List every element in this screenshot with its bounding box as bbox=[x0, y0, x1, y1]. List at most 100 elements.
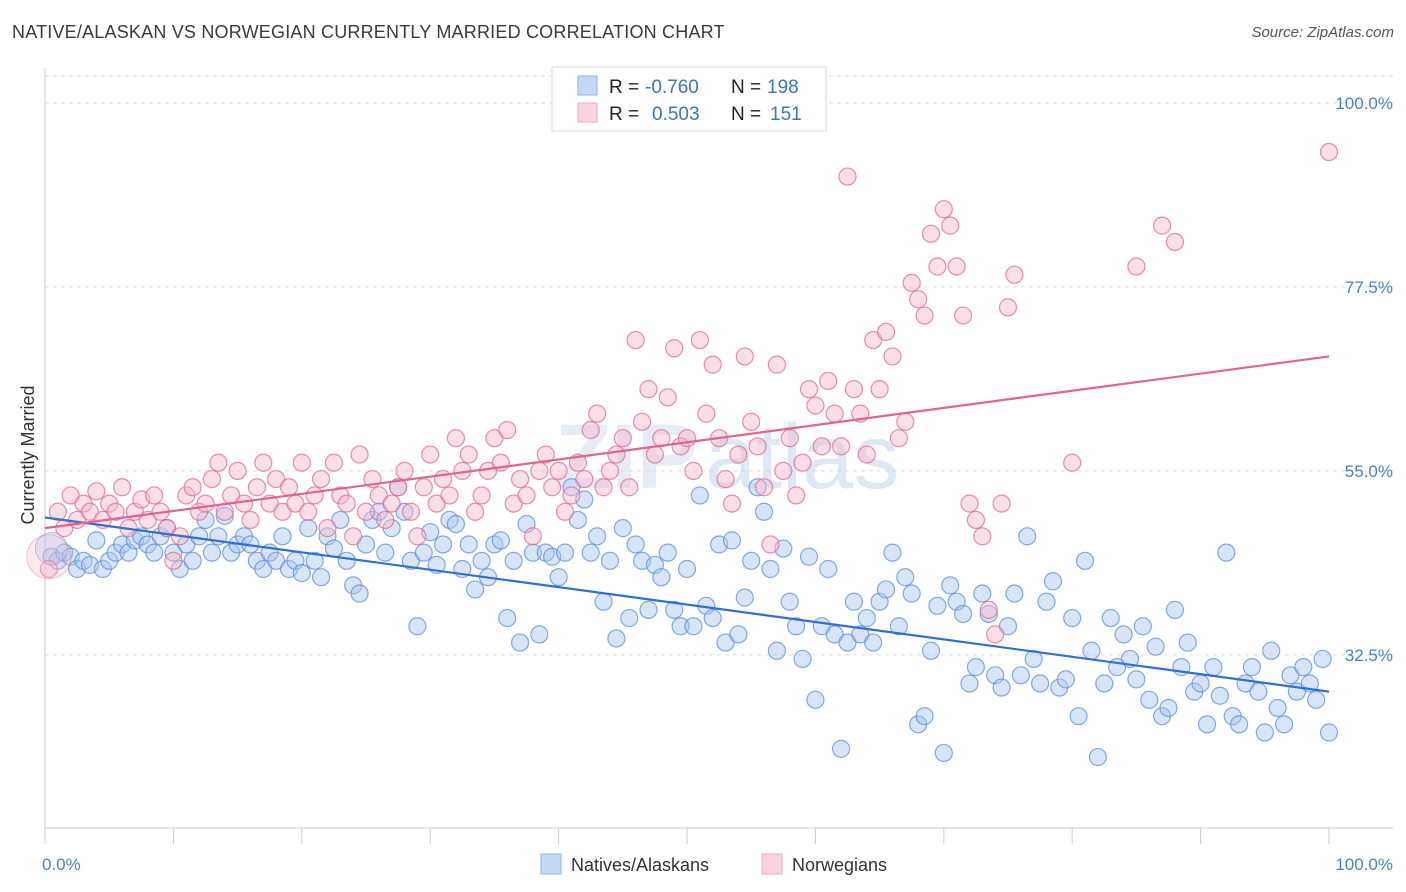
point-natives-170 bbox=[1133, 617, 1152, 636]
point-natives-55 bbox=[395, 502, 414, 521]
point-natives-154 bbox=[1030, 674, 1050, 693]
point-natives-145 bbox=[973, 584, 992, 603]
point-natives-130 bbox=[876, 580, 896, 599]
point-norwegians-88 bbox=[607, 445, 626, 464]
point-norwegians-155 bbox=[1319, 142, 1339, 162]
point-natives-91 bbox=[626, 535, 645, 554]
point-natives-124 bbox=[838, 633, 857, 652]
point-natives-174 bbox=[1159, 698, 1178, 718]
point-natives-139 bbox=[934, 743, 953, 763]
y-tick-label-2: 77.5% bbox=[1345, 278, 1393, 297]
point-natives-112 bbox=[761, 559, 780, 579]
point-natives-105 bbox=[716, 633, 735, 652]
point-norwegians-111 bbox=[754, 478, 774, 497]
point-norwegians-37 bbox=[279, 478, 299, 497]
point-norwegians-79 bbox=[549, 461, 568, 480]
point-norwegians-54 bbox=[389, 478, 408, 497]
point-norwegians-49 bbox=[356, 502, 376, 521]
legend-r-label-2: R = bbox=[609, 104, 639, 125]
point-norwegians-56 bbox=[401, 502, 421, 521]
point-natives-149 bbox=[998, 617, 1018, 636]
point-natives-128 bbox=[864, 633, 883, 652]
point-natives-40 bbox=[299, 519, 318, 538]
bottom-legend-norwegians: Norwegians bbox=[792, 855, 887, 875]
point-norwegians-73 bbox=[510, 469, 530, 489]
point-norwegians-36 bbox=[273, 502, 292, 521]
point-natives-156 bbox=[1043, 572, 1063, 591]
y-axis-label: Currently Married bbox=[18, 385, 38, 524]
point-norwegians-75 bbox=[523, 527, 543, 546]
point-natives-48 bbox=[350, 584, 369, 603]
point-natives-153 bbox=[1024, 649, 1043, 669]
point-natives-46 bbox=[337, 551, 356, 570]
point-norwegians-72 bbox=[504, 494, 523, 513]
point-natives-27 bbox=[215, 506, 234, 525]
point-natives-103 bbox=[703, 608, 722, 628]
point-natives-163 bbox=[1088, 747, 1107, 767]
point-natives-137 bbox=[921, 641, 941, 660]
trend-lines bbox=[44, 355, 1330, 693]
point-natives-140 bbox=[941, 576, 960, 595]
point-natives-159 bbox=[1063, 608, 1082, 628]
point-natives-23 bbox=[189, 527, 209, 546]
legend-n-label-1: N = bbox=[731, 77, 761, 98]
point-natives-188 bbox=[1249, 682, 1268, 701]
point-natives-96 bbox=[658, 543, 677, 562]
point-natives-151 bbox=[1011, 666, 1030, 685]
x-tick-label-0: 0.0% bbox=[42, 855, 81, 874]
point-natives-90 bbox=[620, 608, 639, 628]
point-norwegians-154 bbox=[1165, 232, 1185, 252]
point-natives-125 bbox=[844, 592, 864, 611]
point-natives-171 bbox=[1140, 690, 1159, 709]
point-natives-136 bbox=[915, 707, 934, 726]
point-norwegians-129 bbox=[870, 380, 889, 399]
point-natives-101 bbox=[690, 486, 709, 505]
point-norwegians-152 bbox=[1127, 257, 1146, 276]
point-norwegians-67 bbox=[472, 486, 491, 505]
point-natives-180 bbox=[1197, 715, 1217, 734]
legend-r-label-1: R = bbox=[609, 77, 639, 98]
point-norwegians-81 bbox=[562, 486, 581, 505]
point-norwegians-151 bbox=[1063, 453, 1082, 472]
trendline-natives bbox=[44, 516, 1330, 693]
point-natives-169 bbox=[1127, 670, 1146, 689]
point-natives-165 bbox=[1101, 608, 1120, 628]
chart-source: Source: ZipAtlas.com bbox=[1251, 24, 1394, 41]
point-norwegians-74 bbox=[517, 486, 536, 505]
point-natives-193 bbox=[1281, 666, 1300, 685]
point-norwegians-25 bbox=[202, 469, 222, 489]
point-norwegians-59 bbox=[421, 445, 440, 464]
point-natives-70 bbox=[491, 531, 510, 550]
point-natives-large bbox=[34, 532, 68, 566]
point-natives-41 bbox=[305, 551, 324, 570]
point-natives-108 bbox=[735, 588, 754, 607]
point-natives-39 bbox=[292, 563, 311, 583]
point-natives-56 bbox=[401, 551, 421, 570]
point-norwegians-97 bbox=[665, 339, 684, 358]
trendline-norwegians bbox=[44, 355, 1330, 530]
point-norwegians-102 bbox=[697, 404, 716, 423]
y-tick-label-3: 100.0% bbox=[1335, 94, 1393, 113]
point-norwegians-large bbox=[26, 534, 72, 580]
point-norwegians-3 bbox=[61, 486, 80, 505]
point-norwegians-134 bbox=[902, 273, 921, 292]
point-natives-187 bbox=[1242, 658, 1262, 677]
point-norwegians-91 bbox=[626, 330, 645, 350]
point-norwegians-140 bbox=[941, 216, 960, 235]
point-natives-152 bbox=[1018, 527, 1037, 546]
point-norwegians-22 bbox=[183, 478, 202, 497]
point-norwegians-10 bbox=[106, 502, 125, 521]
point-natives-93 bbox=[639, 600, 658, 619]
point-natives-63 bbox=[446, 514, 465, 534]
point-natives-167 bbox=[1114, 625, 1133, 644]
point-norwegians-117 bbox=[793, 453, 812, 472]
tick-labels: 32.5% 55.0% 77.5% 100.0% 0.0% 100.0% bbox=[42, 94, 1393, 874]
point-natives-107 bbox=[729, 625, 748, 644]
chart-title: NATIVE/ALASKAN VS NORWEGIAN CURRENTLY MA… bbox=[12, 22, 725, 42]
point-natives-113 bbox=[767, 641, 786, 660]
point-norwegians-89 bbox=[613, 429, 632, 448]
point-natives-22 bbox=[183, 551, 202, 570]
point-norwegians-103 bbox=[703, 355, 722, 374]
point-norwegians-145 bbox=[973, 527, 992, 546]
